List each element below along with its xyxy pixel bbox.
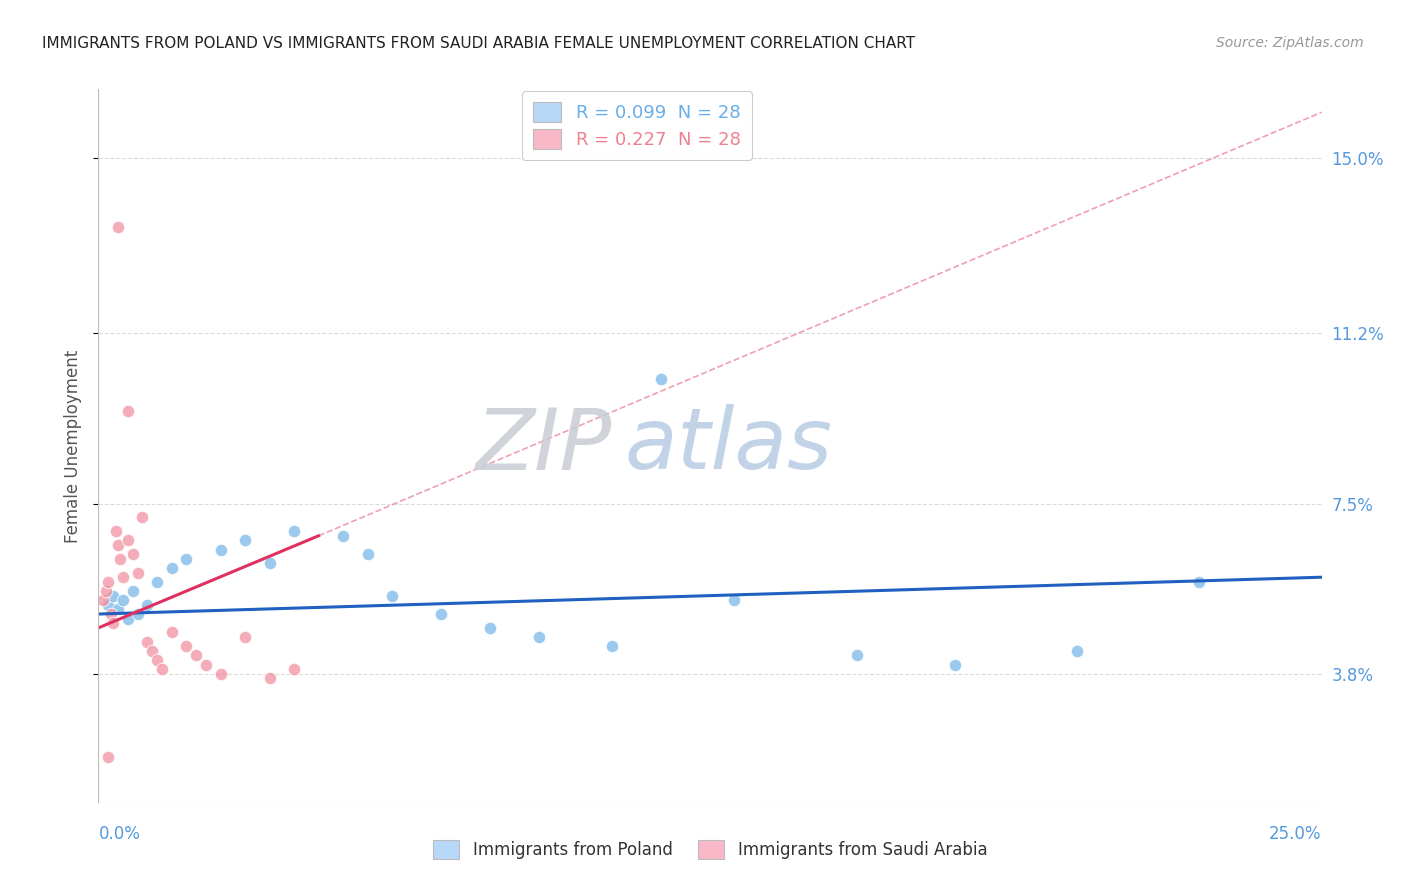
Point bbox=[100, 607, 122, 621]
Point bbox=[117, 612, 139, 626]
Point bbox=[845, 648, 868, 663]
Point bbox=[141, 644, 163, 658]
Point bbox=[209, 666, 232, 681]
Point bbox=[176, 551, 198, 566]
Point bbox=[111, 570, 134, 584]
Point bbox=[117, 533, 139, 548]
Point bbox=[127, 566, 149, 580]
Text: 25.0%: 25.0% bbox=[1270, 825, 1322, 843]
Point bbox=[111, 593, 134, 607]
Point bbox=[430, 607, 453, 621]
Point bbox=[160, 625, 183, 640]
Point bbox=[107, 602, 129, 616]
Point bbox=[478, 621, 501, 635]
Point bbox=[121, 584, 143, 599]
Text: Source: ZipAtlas.com: Source: ZipAtlas.com bbox=[1216, 36, 1364, 50]
Point bbox=[121, 547, 143, 561]
Point bbox=[97, 749, 120, 764]
Point bbox=[233, 630, 256, 644]
Point bbox=[650, 372, 672, 386]
Point bbox=[943, 657, 966, 672]
Point bbox=[146, 574, 169, 589]
Text: atlas: atlas bbox=[624, 404, 832, 488]
Point bbox=[195, 657, 218, 672]
Point bbox=[146, 653, 169, 667]
Point bbox=[259, 672, 281, 686]
Text: ZIP: ZIP bbox=[475, 404, 612, 488]
Point bbox=[150, 662, 173, 676]
Point bbox=[381, 589, 404, 603]
Point bbox=[283, 662, 305, 676]
Point bbox=[176, 640, 198, 654]
Point bbox=[209, 542, 232, 557]
Point bbox=[97, 574, 120, 589]
Point bbox=[101, 589, 124, 603]
Point bbox=[600, 640, 623, 654]
Point bbox=[233, 533, 256, 548]
Point bbox=[101, 616, 124, 631]
Point bbox=[104, 524, 127, 538]
Point bbox=[117, 404, 139, 418]
Point bbox=[136, 598, 159, 612]
Point bbox=[356, 547, 378, 561]
Point bbox=[107, 538, 129, 552]
Legend: Immigrants from Poland, Immigrants from Saudi Arabia: Immigrants from Poland, Immigrants from … bbox=[426, 834, 994, 866]
Point bbox=[97, 598, 120, 612]
Text: 0.0%: 0.0% bbox=[98, 825, 141, 843]
Point bbox=[94, 584, 117, 599]
Point bbox=[332, 529, 354, 543]
Point bbox=[91, 593, 114, 607]
Point bbox=[527, 630, 550, 644]
Text: IMMIGRANTS FROM POLAND VS IMMIGRANTS FROM SAUDI ARABIA FEMALE UNEMPLOYMENT CORRE: IMMIGRANTS FROM POLAND VS IMMIGRANTS FRO… bbox=[42, 36, 915, 51]
Point bbox=[131, 510, 153, 524]
Point bbox=[723, 593, 745, 607]
Point bbox=[136, 634, 159, 648]
Point bbox=[1066, 644, 1088, 658]
Point bbox=[127, 607, 149, 621]
Point bbox=[283, 524, 305, 538]
Point bbox=[160, 561, 183, 575]
Point bbox=[1188, 574, 1211, 589]
Point bbox=[110, 551, 132, 566]
Point bbox=[186, 648, 208, 663]
Point bbox=[259, 557, 281, 571]
Point bbox=[107, 220, 129, 235]
Y-axis label: Female Unemployment: Female Unemployment bbox=[65, 350, 83, 542]
